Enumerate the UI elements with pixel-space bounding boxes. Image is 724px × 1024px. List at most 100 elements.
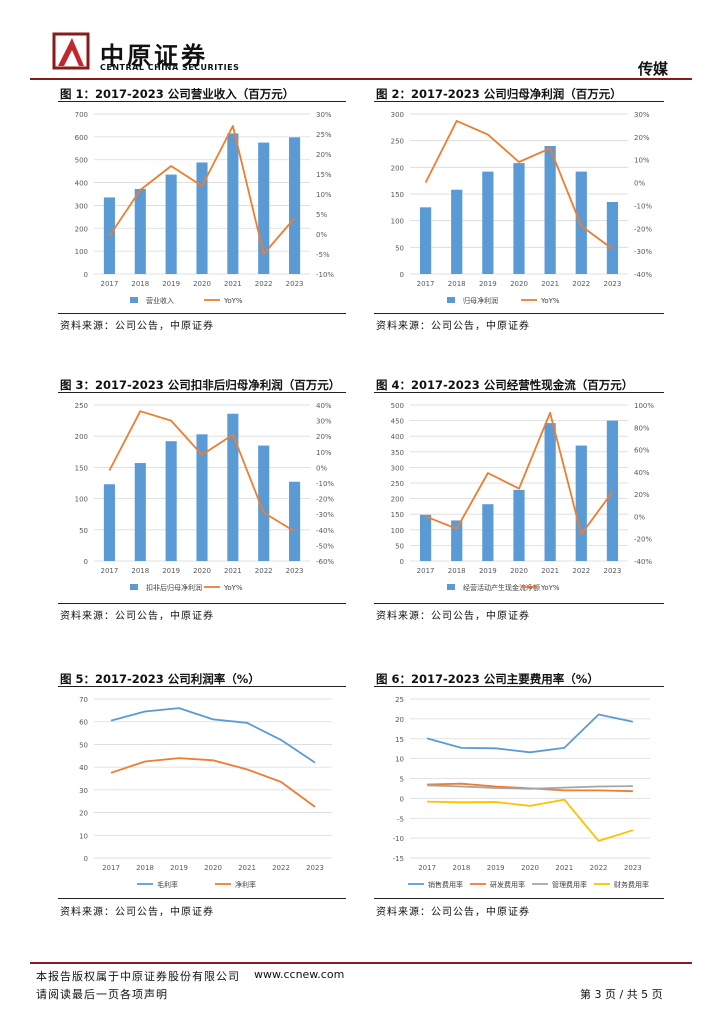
y-tick-label: 0	[84, 271, 88, 279]
y-tick-label: 500	[391, 402, 404, 410]
bar-2022	[575, 171, 587, 274]
footer-divider	[30, 962, 692, 964]
x-tick-label: 2021	[555, 864, 573, 872]
x-tick-label: 2018	[448, 567, 466, 575]
chart-net-profit: 0 50 100 150 200 250 300 -40% -30% -20% -10% 0% 10% 2…	[391, 111, 653, 305]
legend-swatch	[447, 297, 455, 303]
bar-2022	[258, 142, 270, 274]
y-tick-label: 100	[75, 248, 88, 256]
figure-2-bottom-rule	[374, 313, 664, 314]
y-tick-label: 10	[79, 832, 88, 840]
y2-tick-label: 0%	[634, 180, 645, 188]
x-tick-label: 2017	[418, 864, 436, 872]
x-tick-label: 2022	[272, 864, 290, 872]
y2-tick-label: 25%	[316, 131, 332, 139]
bar-2019	[482, 171, 494, 274]
x-tick-label: 2017	[101, 280, 119, 288]
y2-tick-label: -40%	[634, 271, 652, 279]
y-tick-label: 0	[84, 855, 88, 863]
bar-2019	[482, 504, 494, 561]
figure-3-bottom-rule	[58, 603, 346, 604]
bar-2018	[134, 463, 146, 561]
y2-tick-label: 0%	[316, 231, 327, 239]
y2-tick-label: -10%	[634, 202, 652, 210]
x-tick-label: 2018	[136, 864, 154, 872]
footer-notice: 请阅读最后一页各项声明	[36, 988, 168, 1001]
legend-swatch	[447, 584, 455, 590]
series-line-0	[426, 713, 634, 754]
y-tick-label: -10	[393, 835, 404, 843]
figure-4-title: 图 4：2017-2023 公司经营性现金流（百万元）	[376, 378, 634, 392]
bar-2023	[289, 137, 301, 274]
y-tick-label: 150	[75, 464, 88, 472]
figure-5-bottom-rule	[58, 898, 346, 899]
x-tick-label: 2023	[306, 864, 324, 872]
legend-swatch	[130, 297, 138, 303]
y2-tick-label: 10%	[316, 449, 332, 457]
y-tick-label: 200	[391, 164, 404, 172]
y-tick-label: 700	[75, 111, 88, 119]
bar-2020	[196, 434, 208, 561]
y-tick-label: 400	[391, 433, 404, 441]
y2-tick-label: 10%	[634, 157, 650, 165]
figure-3-title: 图 3：2017-2023 公司扣非后归母净利润（百万元）	[60, 378, 341, 392]
y2-tick-label: 15%	[316, 171, 332, 179]
y-tick-label: -15	[393, 855, 404, 863]
legend-label: YoY%	[540, 584, 560, 592]
y2-tick-label: 20%	[316, 433, 332, 441]
legend-label: YoY%	[540, 297, 560, 305]
x-tick-label: 2019	[162, 280, 180, 288]
series-line-2	[427, 784, 633, 790]
y-tick-label: 70	[79, 696, 88, 704]
figure-3-source: 资料来源：公司公告，中原证券	[60, 611, 214, 622]
y-tick-label: 50	[395, 542, 404, 550]
x-tick-label: 2018	[453, 864, 471, 872]
y2-tick-label: 30%	[634, 111, 650, 119]
y-tick-label: 25	[395, 696, 404, 704]
x-tick-label: 2017	[101, 567, 119, 575]
figure-1-bottom-rule	[58, 313, 346, 314]
bar-2017	[103, 484, 115, 561]
bar-2021	[227, 133, 239, 274]
y2-tick-label: 80%	[634, 424, 650, 432]
figure-3-rule	[58, 392, 346, 393]
x-tick-label: 2021	[238, 864, 256, 872]
x-tick-label: 2019	[479, 280, 497, 288]
bar-2018	[451, 189, 463, 274]
x-tick-label: 2023	[604, 567, 622, 575]
x-tick-label: 2023	[286, 567, 304, 575]
bar-2019	[165, 441, 177, 561]
y2-tick-label: 20%	[634, 134, 650, 142]
y-tick-label: 150	[391, 511, 404, 519]
x-tick-label: 2020	[193, 280, 211, 288]
chart-operating-cashflow: 0 50 100 150 200 250 300 350 400 450 500 -40% -20% 0%…	[391, 402, 655, 592]
x-tick-label: 2020	[193, 567, 211, 575]
bar-2017	[419, 514, 432, 561]
y-tick-label: 5	[400, 776, 404, 784]
sector-label: 传媒	[638, 60, 669, 78]
bar-2022	[258, 445, 270, 561]
x-tick-label: 2022	[255, 280, 273, 288]
x-tick-label: 2020	[510, 567, 528, 575]
bar-2023	[289, 481, 301, 561]
y-tick-label: 100	[75, 496, 88, 504]
chart-revenue: 0 100 200 300 400 500 600 700 -10% -5% 0% 5% 10% 15% 2…	[75, 111, 335, 305]
footer-website[interactable]: www.ccnew.com	[254, 968, 345, 981]
legend-label: 毛利率	[157, 880, 178, 889]
x-tick-label: 2019	[162, 567, 180, 575]
x-tick-label: 2019	[487, 864, 505, 872]
y-tick-label: 200	[391, 496, 404, 504]
brand-name-en: CENTRAL CHINA SECURITIES	[100, 63, 240, 72]
legend-label: 净利率	[235, 880, 256, 889]
legend-label: YoY%	[223, 297, 243, 305]
figure-1-title: 图 1：2017-2023 公司营业收入（百万元）	[60, 87, 295, 101]
legend-label: 管理费用率	[552, 880, 587, 889]
series-line-3	[427, 798, 634, 842]
y-tick-label: 100	[391, 527, 404, 535]
bar-2018	[134, 188, 146, 274]
series-line-1	[110, 757, 316, 808]
bar-2021	[544, 146, 556, 274]
x-tick-label: 2018	[448, 280, 466, 288]
figure-2-title: 图 2：2017-2023 公司归母净利润（百万元）	[376, 87, 622, 101]
x-tick-label: 2017	[417, 567, 435, 575]
